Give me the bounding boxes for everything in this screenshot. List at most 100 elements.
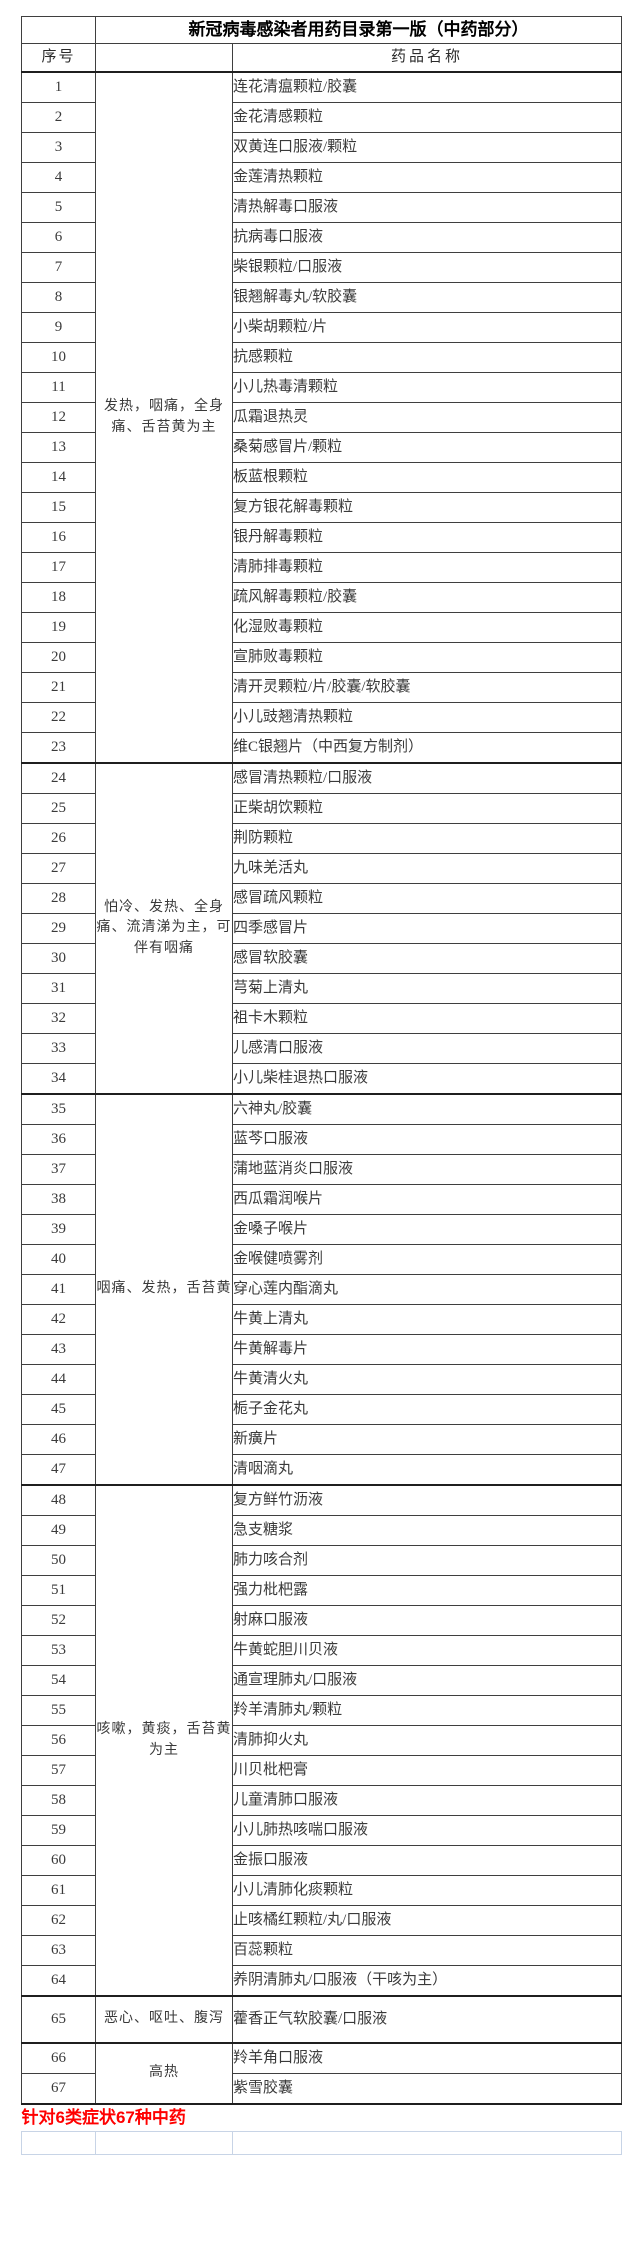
cell-index: 41 [21, 1274, 96, 1305]
cell-drug-name: 疏风解毒颗粒/胶囊 [232, 582, 622, 613]
table-row: 42 牛黄上清丸 [21, 1304, 622, 1335]
cell-index: 6 [21, 222, 96, 253]
table-row: 44 牛黄清火丸 [21, 1364, 622, 1395]
column-header-name: 药品名称 [232, 43, 622, 73]
table-row: 63 百蕊颗粒 [21, 1935, 622, 1966]
cell-drug-name: 儿感清口服液 [232, 1033, 622, 1064]
cell-drug-name: 射麻口服液 [232, 1605, 622, 1636]
table-row: 39 金嗓子喉片 [21, 1214, 622, 1245]
table-row: 23 维C银翘片（中西复方制剂） [21, 732, 622, 764]
cell-index: 25 [21, 793, 96, 824]
cell-index: 9 [21, 312, 96, 343]
cell-drug-name: 栀子金花丸 [232, 1394, 622, 1425]
cell-drug-name: 百蕊颗粒 [232, 1935, 622, 1966]
cell-index: 28 [21, 883, 96, 914]
cell-index: 47 [21, 1454, 96, 1486]
cell-drug-name: 清咽滴丸 [232, 1454, 622, 1486]
cell-drug-name: 六神丸/胶囊 [232, 1093, 622, 1125]
cell-drug-name: 紫雪胶囊 [232, 2073, 622, 2105]
cell-index: 24 [21, 762, 96, 794]
table-row: 14 板蓝根颗粒 [21, 462, 622, 493]
cell-drug-name: 小儿热毒清颗粒 [232, 372, 622, 403]
table-row: 1 发热，咽痛，全身痛、舌苔黄为主 连花清瘟颗粒/胶囊 [21, 71, 622, 764]
cell-index: 34 [21, 1063, 96, 1095]
cell-index: 16 [21, 522, 96, 553]
cell-drug-name: 羚羊清肺丸/颗粒 [232, 1695, 622, 1726]
title-row: 新冠病毒感染者用药目录第一版（中药部分） [21, 16, 622, 44]
cell-index: 22 [21, 702, 96, 733]
cell-index: 8 [21, 282, 96, 313]
cell-drug-name: 牛黄清火丸 [232, 1364, 622, 1395]
cell-drug-name: 金莲清热颗粒 [232, 162, 622, 193]
cell-index: 12 [21, 402, 96, 433]
table-row: 62 止咳橘红颗粒/丸/口服液 [21, 1905, 622, 1936]
table-row: 25 正柴胡饮颗粒 [21, 793, 622, 824]
cell-symptom-category: 高热 [95, 2042, 233, 2105]
table-row: 10 抗感颗粒 [21, 342, 622, 373]
cell-drug-name: 荆防颗粒 [232, 823, 622, 854]
table-row: 48 咳嗽，黄痰，舌苔黄为主 复方鲜竹沥液 [21, 1484, 622, 1997]
table-row: 33 儿感清口服液 [21, 1033, 622, 1064]
table-row: 53 牛黄蛇胆川贝液 [21, 1635, 622, 1666]
cell-index: 11 [21, 372, 96, 403]
cell-index: 4 [21, 162, 96, 193]
cell-index: 53 [21, 1635, 96, 1666]
cell-drug-name: 牛黄解毒片 [232, 1334, 622, 1365]
cell-drug-name: 小儿豉翘清热颗粒 [232, 702, 622, 733]
cell-index: 17 [21, 552, 96, 583]
table-row: 57 川贝枇杷膏 [21, 1755, 622, 1786]
table-row: 34 小儿柴桂退热口服液 [21, 1063, 622, 1095]
cell-drug-name: 九味羌活丸 [232, 853, 622, 884]
cell-drug-name: 金振口服液 [232, 1845, 622, 1876]
cell-symptom-category: 恶心、呕吐、腹泻 [95, 1995, 233, 2044]
cell-index: 38 [21, 1184, 96, 1215]
table-row: 47 清咽滴丸 [21, 1454, 622, 1486]
cell-drug-name: 银翘解毒丸/软胶囊 [232, 282, 622, 313]
cell-index: 7 [21, 252, 96, 283]
cell-drug-name: 牛黄上清丸 [232, 1304, 622, 1335]
cell-index: 20 [21, 642, 96, 673]
table-row: 11 小儿热毒清颗粒 [21, 372, 622, 403]
cell-index: 62 [21, 1905, 96, 1936]
cell-index: 1 [21, 71, 96, 103]
cell-drug-name: 化湿败毒颗粒 [232, 612, 622, 643]
cell-drug-name: 清肺抑火丸 [232, 1725, 622, 1756]
cell-drug-name: 抗感颗粒 [232, 342, 622, 373]
table-row: 60 金振口服液 [21, 1845, 622, 1876]
column-header-index: 序号 [21, 43, 96, 73]
cell-drug-name: 止咳橘红颗粒/丸/口服液 [232, 1905, 622, 1936]
cell-drug-name: 通宣理肺丸/口服液 [232, 1665, 622, 1696]
cell-index: 42 [21, 1304, 96, 1335]
cell-drug-name: 四季感冒片 [232, 913, 622, 944]
cell-index: 23 [21, 732, 96, 764]
cell-drug-name: 金喉健喷雾剂 [232, 1244, 622, 1275]
cell-drug-name: 急支糖浆 [232, 1515, 622, 1546]
cell-drug-name: 西瓜霜润喉片 [232, 1184, 622, 1215]
table-row: 15 复方银花解毒颗粒 [21, 492, 622, 523]
cell-index: 52 [21, 1605, 96, 1636]
footer-note: 针对6类症状67种中药 [21, 2104, 622, 2132]
cell-drug-name: 清热解毒口服液 [232, 192, 622, 223]
table-row: 20 宣肺败毒颗粒 [21, 642, 622, 673]
cell-index: 37 [21, 1154, 96, 1185]
table-row: 26 荆防颗粒 [21, 823, 622, 854]
cell-drug-name: 肺力咳合剂 [232, 1545, 622, 1576]
table-row: 13 桑菊感冒片/颗粒 [21, 432, 622, 463]
cell-drug-name: 感冒疏风颗粒 [232, 883, 622, 914]
cell-symptom-category: 咽痛、发热，舌苔黄 [95, 1093, 233, 1486]
table-row: 32 祖卡木颗粒 [21, 1003, 622, 1034]
cell-drug-name: 小柴胡颗粒/片 [232, 312, 622, 343]
empty-cell-index [21, 2131, 96, 2155]
cell-drug-name: 复方银花解毒颗粒 [232, 492, 622, 523]
cell-symptom-category: 咳嗽，黄痰，舌苔黄为主 [95, 1484, 233, 1997]
cell-index: 67 [21, 2073, 96, 2105]
spreadsheet-canvas: 新冠病毒感染者用药目录第一版（中药部分） 序号 药品名称 1 发热，咽痛，全身痛、舌苔黄… [0, 16, 640, 2244]
cell-index: 55 [21, 1695, 96, 1726]
cell-index: 13 [21, 432, 96, 463]
cell-index: 46 [21, 1424, 96, 1455]
table-row: 35 咽痛、发热，舌苔黄 六神丸/胶囊 [21, 1093, 622, 1486]
cell-index: 40 [21, 1244, 96, 1275]
table-row: 21 清开灵颗粒/片/胶囊/软胶囊 [21, 672, 622, 703]
table-row: 58 儿童清肺口服液 [21, 1785, 622, 1816]
table-row: 29 四季感冒片 [21, 913, 622, 944]
